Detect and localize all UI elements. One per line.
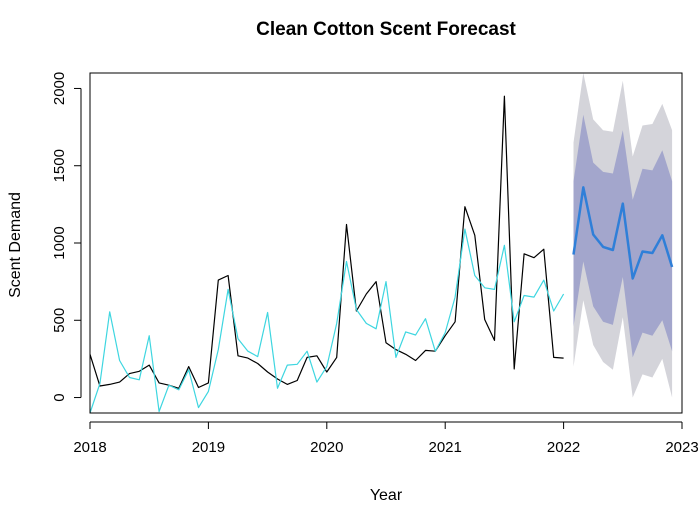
- x-tick-label: 2020: [310, 439, 343, 456]
- chart-title: Clean Cotton Scent Forecast: [256, 19, 516, 40]
- x-tick-label: 2019: [192, 439, 225, 456]
- x-tick-label: 2018: [73, 439, 106, 456]
- series-line-forecast: [572, 186, 674, 280]
- x-tick-label: 2022: [547, 439, 580, 456]
- y-tick-label: 2000: [51, 72, 68, 105]
- x-axis: 2018 2019 2020 2021 2022 2023: [73, 421, 699, 456]
- x-axis-title: Year: [370, 487, 403, 504]
- y-tick-label: 1000: [51, 226, 68, 259]
- band-80: [573, 114, 673, 358]
- series-line-fitted: [89, 228, 565, 414]
- forecast-bands: [573, 73, 673, 398]
- series-lines: [89, 95, 674, 414]
- plot-frame: [89, 72, 683, 414]
- x-tick-label: 2023: [665, 439, 698, 456]
- y-tick-label: 0: [51, 393, 68, 401]
- y-axis-title: Scent Demand: [7, 192, 24, 298]
- series-line-actual: [89, 95, 564, 389]
- y-axis: 0 500 1000 1500 2000: [51, 72, 82, 402]
- x-tick-label: 2021: [429, 439, 462, 456]
- y-tick-label: 1500: [51, 149, 68, 182]
- y-tick-label: 500: [51, 308, 68, 333]
